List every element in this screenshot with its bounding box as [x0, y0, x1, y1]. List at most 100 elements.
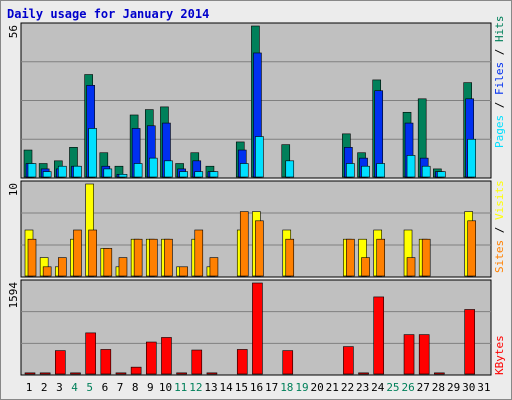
- bar-sites-18: [285, 238, 295, 277]
- bar-pages-2: [42, 171, 52, 178]
- bar-sites-7: [118, 257, 128, 277]
- x-tick-label: 12: [189, 381, 202, 394]
- bar-sites-13: [209, 257, 219, 277]
- bar-pages-10: [164, 160, 173, 178]
- legend-entry: Visits: [493, 180, 506, 220]
- bar-sites-27: [421, 238, 431, 277]
- bar-pages-27: [421, 165, 431, 178]
- x-tick-label: 24: [371, 381, 385, 394]
- legend-entry: Hits: [493, 16, 506, 43]
- bar-kbytes-8: [130, 366, 142, 375]
- bar-pages-4: [73, 165, 82, 178]
- x-tick-label: 7: [117, 381, 124, 394]
- y-max-label-top: 56: [7, 25, 20, 38]
- bar-pages-12: [194, 171, 204, 178]
- bar-sites-1: [27, 238, 37, 277]
- legend-entry: Pages: [493, 115, 506, 148]
- x-tick-label: 27: [417, 381, 430, 394]
- bar-pages-24: [376, 163, 386, 178]
- bar-pages-11: [179, 171, 188, 178]
- bar-kbytes-6: [100, 349, 112, 375]
- x-tick-label: 30: [462, 381, 475, 394]
- bar-pages-8: [133, 163, 143, 178]
- bar-kbytes-16: [252, 282, 263, 375]
- bar-pages-3: [58, 165, 67, 178]
- bar-pages-5: [88, 128, 97, 178]
- bar-kbytes-15: [236, 349, 248, 375]
- bar-pages-18: [285, 160, 295, 178]
- x-tick-label: 5: [86, 381, 93, 394]
- y-max-label-middle: 10: [7, 183, 20, 196]
- bar-pages-6: [103, 168, 113, 178]
- bar-kbytes-10: [161, 337, 172, 375]
- bar-kbytes-3: [55, 350, 66, 375]
- legend-bottom: KBytes: [493, 335, 506, 375]
- x-tick-label: 17: [265, 381, 278, 394]
- bar-kbytes-26: [403, 334, 415, 375]
- bar-kbytes-5: [85, 332, 96, 375]
- bar-sites-2: [42, 266, 52, 277]
- bar-sites-3: [58, 257, 67, 277]
- bar-sites-11: [179, 266, 188, 277]
- legend-middle: Sites / Visits: [493, 180, 506, 273]
- x-tick-label: 8: [132, 381, 139, 394]
- bar-sites-16: [255, 220, 264, 277]
- bar-pages-22: [346, 163, 355, 178]
- x-tick-label: 14: [220, 381, 234, 394]
- x-tick-label: 4: [71, 381, 78, 394]
- x-tick-label: 19: [295, 381, 308, 394]
- bar-kbytes-23: [358, 372, 369, 375]
- bar-kbytes-24: [373, 296, 385, 375]
- x-tick-label: 1: [26, 381, 33, 394]
- x-tick-label: 22: [341, 381, 354, 394]
- x-tick-label: 16: [250, 381, 263, 394]
- bar-sites-26: [406, 257, 416, 277]
- bar-kbytes-30: [464, 309, 475, 375]
- x-tick-label: 9: [147, 381, 154, 394]
- x-tick-label: 20: [311, 381, 324, 394]
- x-tick-label: 26: [401, 381, 414, 394]
- x-tick-label: 11: [174, 381, 187, 394]
- legend-top: Pages / Files / Hits: [493, 16, 506, 149]
- bar-kbytes-12: [191, 349, 203, 375]
- bar-kbytes-27: [418, 334, 430, 375]
- x-tick-label: 29: [447, 381, 460, 394]
- bar-sites-22: [346, 238, 355, 277]
- legend-entry: Sites: [493, 240, 506, 273]
- legend-entry: KBytes: [493, 335, 506, 375]
- bar-kbytes-13: [206, 372, 218, 375]
- bar-sites-12: [194, 229, 204, 277]
- x-tick-label: 13: [204, 381, 217, 394]
- x-tick-label: 21: [326, 381, 339, 394]
- bar-sites-4: [73, 229, 82, 277]
- bar-pages-16: [255, 136, 264, 178]
- bar-kbytes-7: [115, 372, 127, 375]
- bar-pages-30: [467, 138, 476, 178]
- y-max-label-bottom: 1594: [7, 282, 20, 309]
- bar-pages-7: [118, 174, 128, 178]
- bar-kbytes-2: [39, 372, 51, 375]
- chart-title: Daily usage for January 2014: [7, 7, 210, 21]
- bar-pages-28: [437, 171, 446, 178]
- x-tick-label: 18: [280, 381, 293, 394]
- x-tick-label: 3: [56, 381, 63, 394]
- bar-sites-15: [239, 211, 249, 277]
- bar-kbytes-9: [145, 341, 157, 375]
- bar-kbytes-22: [343, 346, 354, 375]
- x-tick-label: 25: [386, 381, 399, 394]
- bar-sites-23: [361, 257, 370, 277]
- x-tick-label: 31: [477, 381, 490, 394]
- x-tick-label: 28: [432, 381, 445, 394]
- bar-sites-10: [164, 238, 173, 277]
- bar-pages-9: [148, 157, 158, 178]
- bar-kbytes-1: [24, 372, 36, 375]
- bar-pages-1: [27, 163, 37, 178]
- x-tick-label: 10: [159, 381, 172, 394]
- bar-pages-13: [209, 171, 219, 178]
- bar-sites-8: [133, 238, 143, 277]
- bar-sites-30: [467, 220, 476, 277]
- legend-entry: Files: [493, 62, 506, 95]
- x-tick-label: 2: [41, 381, 48, 394]
- bar-kbytes-28: [434, 372, 445, 375]
